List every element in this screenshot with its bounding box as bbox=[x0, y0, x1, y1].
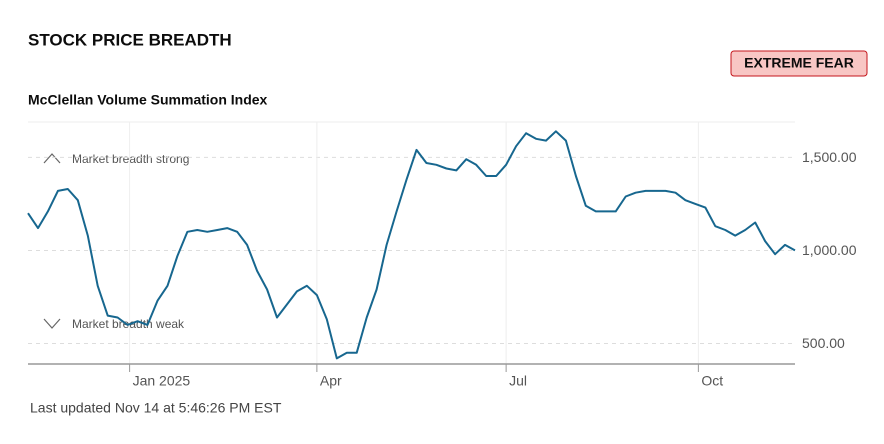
up-arrow bbox=[43, 153, 61, 164]
x-tick-label: Jan 2025 bbox=[133, 373, 191, 389]
x-tick-label: Apr bbox=[320, 373, 342, 389]
y-tick-label: 500.00 bbox=[802, 335, 845, 351]
y-tick-label: 1,000.00 bbox=[802, 242, 857, 258]
x-tick-label: Jul bbox=[509, 373, 527, 389]
y-tick-label: 1,500.00 bbox=[802, 149, 857, 165]
annotation: Market breadth strong bbox=[72, 152, 189, 166]
footer: Last updated Nov 14 at 5:46:26 PM EST bbox=[30, 400, 282, 416]
chart-title: STOCK PRICE BREADTH bbox=[28, 30, 232, 49]
status-text: EXTREME FEAR bbox=[744, 55, 854, 71]
down-arrow bbox=[43, 318, 61, 329]
status-badge bbox=[730, 50, 868, 77]
x-tick-label: Oct bbox=[701, 373, 723, 389]
data-line bbox=[27, 130, 796, 360]
chart-subtitle: McClellan Volume Summation Index bbox=[28, 92, 268, 108]
